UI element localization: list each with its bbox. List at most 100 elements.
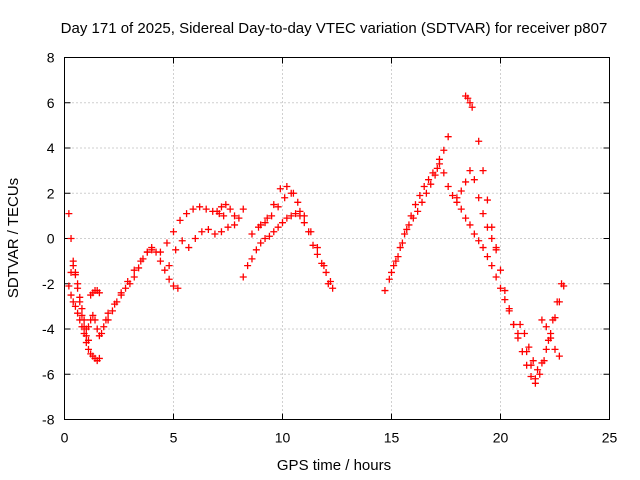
series-arc-8	[156, 203, 228, 256]
y-tick-label: 2	[47, 185, 55, 201]
data-point	[392, 257, 400, 265]
series-arc-10	[213, 201, 247, 222]
series-arc-7	[111, 246, 156, 308]
y-tick-label: -6	[42, 366, 55, 382]
data-point	[300, 212, 308, 220]
data-point	[388, 268, 395, 276]
data-point	[170, 228, 177, 236]
data-point	[414, 207, 422, 215]
data-point	[322, 268, 330, 276]
data-point	[418, 198, 426, 206]
data-point	[558, 280, 566, 288]
x-tick-label: 0	[61, 430, 69, 446]
series-arc-5	[87, 287, 103, 299]
data-point	[244, 262, 252, 270]
data-point	[274, 203, 282, 211]
data-point	[470, 230, 478, 238]
data-point	[248, 230, 256, 238]
data-point	[239, 273, 247, 281]
x-tick-label: 5	[170, 430, 178, 446]
chart-title: Day 171 of 2025, Sidereal Day-to-day VTE…	[61, 20, 608, 37]
data-point	[409, 214, 417, 222]
x-tick-label: 20	[493, 430, 509, 446]
data-point	[165, 275, 173, 283]
series-arc-14	[381, 164, 441, 295]
data-point	[204, 225, 212, 233]
data-point	[74, 280, 82, 288]
data-point	[217, 228, 225, 236]
data-point	[231, 212, 239, 220]
series-arc-13	[257, 182, 304, 229]
data-point	[143, 248, 151, 256]
data-point	[78, 311, 86, 319]
series-arc-21	[523, 280, 566, 383]
data-point	[108, 307, 116, 315]
x-tick-label: 15	[384, 430, 400, 446]
data-point	[329, 284, 337, 292]
data-point	[270, 201, 278, 209]
data-point	[124, 277, 132, 285]
data-point	[82, 339, 90, 347]
data-point	[148, 246, 156, 254]
data-point	[462, 214, 470, 222]
data-point	[320, 262, 328, 270]
data-point	[276, 185, 284, 193]
data-point	[84, 345, 92, 353]
grid-lines	[64, 57, 610, 420]
data-point	[189, 205, 197, 213]
data-point	[464, 94, 472, 102]
data-point	[93, 325, 101, 333]
data-point	[130, 273, 138, 281]
x-tick-label: 25	[602, 430, 618, 446]
data-point	[444, 133, 452, 141]
data-point	[479, 244, 487, 252]
data-points	[65, 92, 568, 387]
y-tick-label: -2	[42, 276, 55, 292]
y-tick-label: 6	[47, 95, 55, 111]
data-point	[525, 343, 533, 351]
data-point	[449, 192, 457, 200]
data-point	[104, 316, 112, 324]
data-point	[257, 239, 265, 247]
data-point	[172, 246, 180, 254]
data-point	[283, 182, 291, 190]
data-point	[95, 289, 103, 297]
data-point	[296, 207, 304, 215]
data-point	[257, 221, 265, 229]
data-point	[231, 221, 239, 229]
series-arc-4	[84, 309, 112, 340]
data-point	[71, 302, 79, 310]
data-point	[420, 182, 428, 190]
data-point	[313, 244, 321, 252]
data-point	[156, 248, 164, 256]
data-point	[431, 171, 439, 179]
data-point	[111, 300, 119, 308]
data-point	[226, 205, 234, 213]
data-point	[235, 214, 243, 222]
data-point	[198, 228, 206, 236]
data-point	[483, 253, 491, 261]
data-point	[252, 246, 260, 254]
y-tick-label: -4	[42, 321, 55, 337]
data-point	[104, 309, 112, 317]
series-arc-20	[516, 282, 568, 374]
series-arc-16	[435, 155, 500, 252]
data-point	[549, 316, 557, 324]
data-point	[440, 146, 448, 154]
series-arc-3	[67, 291, 103, 365]
data-point	[468, 103, 476, 111]
data-point	[300, 219, 308, 227]
data-point	[457, 187, 465, 195]
data-point	[100, 323, 108, 331]
data-point	[89, 311, 97, 319]
data-point	[191, 235, 199, 242]
data-point	[411, 201, 419, 209]
data-point	[488, 235, 496, 242]
data-point	[274, 223, 282, 231]
data-point	[213, 207, 221, 215]
data-point	[67, 291, 75, 299]
y-tick-label: 8	[47, 50, 55, 66]
data-point	[427, 180, 435, 188]
data-point	[248, 255, 256, 263]
data-point	[401, 230, 409, 238]
